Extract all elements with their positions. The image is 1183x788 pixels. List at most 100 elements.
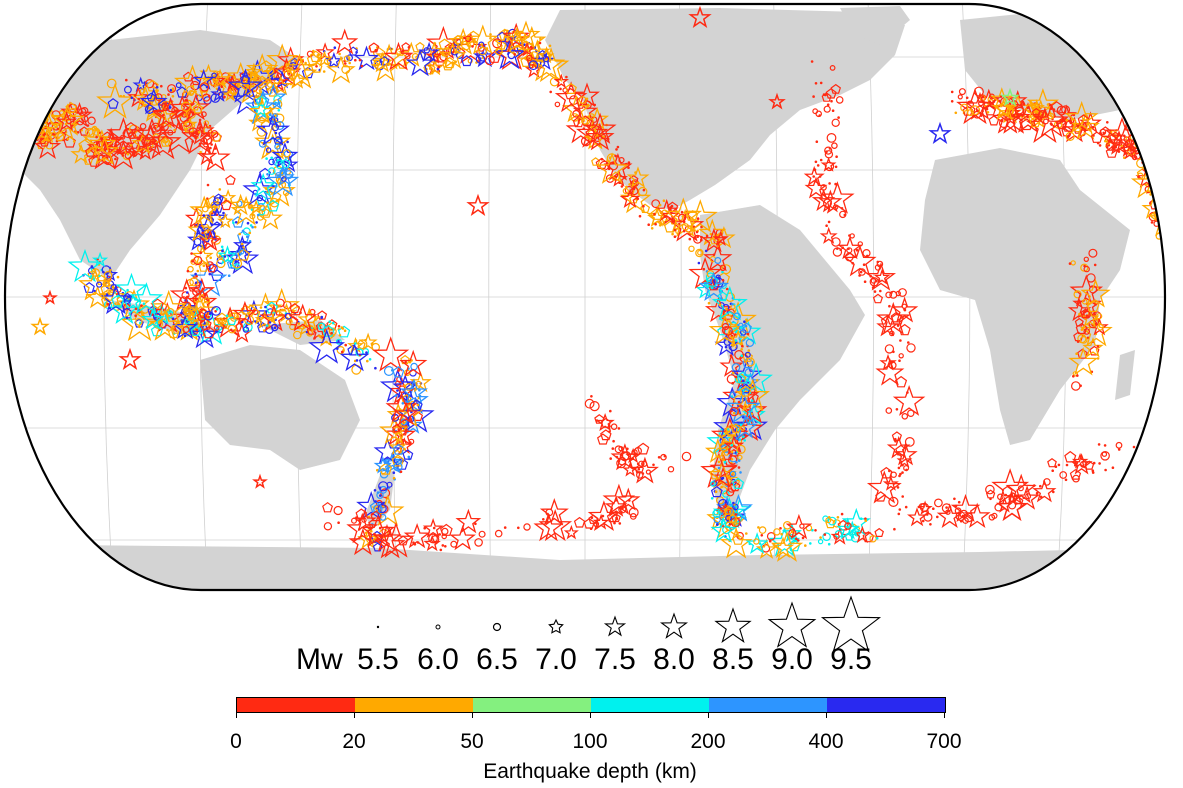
- quake-dot: [742, 435, 745, 439]
- quake-dot: [251, 225, 254, 229]
- quake-dot: [1168, 204, 1171, 207]
- quake-dot: [168, 106, 172, 109]
- quake-dot: [529, 45, 533, 49]
- quake-dot: [739, 471, 742, 474]
- quake-dot: [163, 139, 166, 142]
- quake-dot: [337, 521, 340, 524]
- quake-dot: [392, 471, 396, 475]
- quake-circle: [820, 184, 827, 191]
- quake-dot: [253, 225, 257, 229]
- magnitude-symbol-8-0: [659, 612, 689, 639]
- quake-dot: [665, 218, 668, 222]
- quake-star: [230, 195, 262, 226]
- quake-dot: [812, 95, 815, 98]
- quake-circle: [373, 59, 381, 67]
- quake-dot: [1080, 328, 1084, 331]
- quake-star: [199, 230, 222, 252]
- quake-dot: [1019, 103, 1023, 107]
- quake-pentagon: [280, 158, 291, 168]
- quake-dot: [1091, 471, 1095, 474]
- quake-dot: [270, 156, 274, 160]
- quake-dot: [734, 513, 737, 516]
- quake-pentagon: [709, 235, 720, 245]
- quake-star: [129, 282, 164, 315]
- colorbar-segment: [237, 698, 355, 712]
- colorbar-segment: [709, 698, 827, 712]
- quake-star: [152, 97, 189, 131]
- quake-circle: [167, 129, 174, 136]
- quake-dot: [898, 359, 901, 363]
- quake-dot: [186, 269, 190, 273]
- quake-dot: [899, 472, 902, 476]
- quake-star: [770, 531, 804, 562]
- quake-star: [356, 491, 387, 520]
- arctic-asia-landmass: [1140, 40, 1165, 150]
- quake-circle: [715, 274, 721, 280]
- quake-star: [390, 421, 416, 446]
- quake-circle: [188, 127, 198, 137]
- quake-circle: [738, 325, 745, 331]
- quake-circle: [265, 147, 272, 153]
- quake-dot: [936, 515, 939, 519]
- quake-pentagon: [705, 274, 719, 287]
- quake-circle: [831, 142, 838, 150]
- quake-star: [882, 475, 899, 491]
- quake-dot: [162, 113, 165, 117]
- quake-pentagon: [438, 38, 451, 50]
- quake-circle: [454, 35, 464, 45]
- quake-dot: [249, 224, 253, 227]
- quake-dot: [370, 530, 373, 533]
- quake-dot: [673, 235, 677, 238]
- quake-dot: [721, 476, 725, 480]
- quake-dot: [255, 221, 258, 224]
- quake-dot: [394, 394, 398, 397]
- quake-star: [710, 517, 738, 543]
- quake-dot: [474, 40, 477, 44]
- quake-circle: [213, 197, 222, 206]
- quake-dot: [463, 36, 466, 40]
- quake-pentagon: [725, 423, 739, 436]
- quake-dot: [64, 122, 68, 126]
- quake-circle: [167, 84, 177, 94]
- quake-dot: [613, 521, 616, 525]
- quake-dot: [338, 52, 341, 56]
- quake-circle: [722, 490, 730, 498]
- quake-dot: [109, 269, 112, 272]
- quake-dot: [96, 148, 99, 152]
- magnitude-label: 8.0: [653, 643, 695, 676]
- quake-dot: [731, 371, 735, 375]
- quake-circle: [180, 101, 191, 112]
- quake-dot: [688, 237, 692, 241]
- quake-star: [865, 262, 897, 291]
- quake-circle: [721, 264, 732, 275]
- quake-circle: [377, 503, 387, 514]
- quake-pentagon: [306, 326, 316, 335]
- quake-dot: [265, 157, 268, 160]
- quake-dot: [313, 337, 316, 340]
- quake-dot: [439, 548, 443, 552]
- quake-star: [91, 251, 109, 268]
- quake-circle: [95, 281, 103, 288]
- quake-circle: [268, 158, 275, 166]
- quake-dot: [401, 49, 405, 53]
- quake-star: [876, 301, 911, 335]
- quake-dot: [888, 469, 891, 473]
- quake-pentagon: [182, 71, 194, 82]
- earthquake-markers: [18, 5, 1171, 562]
- quake-dot: [273, 326, 277, 330]
- quake-circle: [376, 491, 384, 499]
- quake-dot: [237, 85, 240, 88]
- quake-dot: [234, 221, 238, 224]
- quake-dot: [921, 519, 925, 523]
- quake-dot: [130, 96, 134, 100]
- quake-star: [701, 227, 727, 253]
- quake-dot: [114, 157, 117, 161]
- quake-circle: [898, 288, 907, 297]
- quake-dot: [1143, 152, 1146, 156]
- quake-dot: [286, 140, 289, 144]
- quake-dot: [827, 542, 831, 546]
- quake-dot: [190, 252, 193, 255]
- quake-star: [713, 410, 746, 442]
- quake-star: [844, 520, 861, 536]
- quake-dot: [720, 512, 724, 515]
